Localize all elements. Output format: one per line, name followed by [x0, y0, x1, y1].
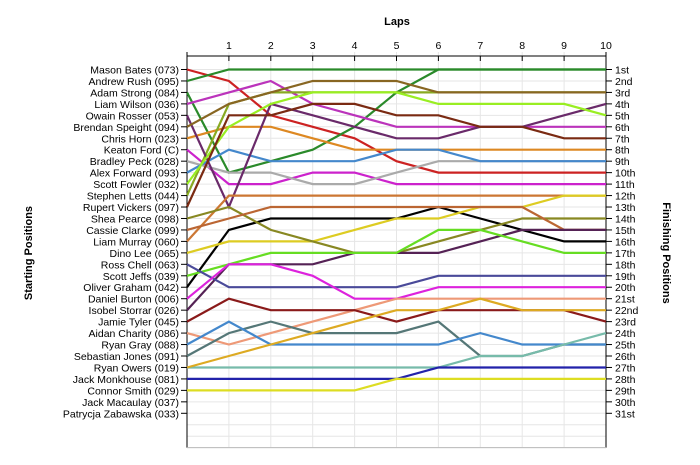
- grid-lines: [187, 52, 607, 449]
- right-axis-title: Finishing Positions: [660, 202, 672, 303]
- finishing-label: 17th: [615, 248, 636, 260]
- starting-label: Dino Lee (065): [110, 248, 179, 260]
- finishing-label: 26th: [615, 351, 636, 363]
- finishing-label: 1st: [615, 65, 629, 77]
- finishing-label: 11th: [615, 179, 635, 191]
- starting-label: Jack Macaulay (037): [82, 397, 179, 409]
- finishing-label: 23rd: [615, 317, 636, 329]
- finishing-label: 5th: [615, 110, 630, 122]
- starting-label: Scott Fowler (032): [93, 179, 179, 191]
- starting-label: Ryan Owers (019): [94, 362, 179, 374]
- series-line-16: [186, 194, 606, 254]
- finishing-label: 18th: [615, 259, 636, 271]
- series-line-14: [186, 194, 606, 243]
- x-tick-label: 10: [600, 40, 612, 52]
- finishing-label: 12th: [615, 191, 636, 203]
- finishing-label: 2nd: [615, 76, 633, 88]
- series-line-20: [186, 228, 606, 277]
- starting-label: Rupert Vickers (097): [83, 202, 179, 214]
- starting-label: Cassie Clarke (099): [86, 225, 179, 237]
- starting-label: Connor Smith (029): [87, 385, 179, 397]
- finishing-label: 30th: [615, 397, 636, 409]
- starting-label: Ryan Gray (088): [101, 340, 179, 352]
- starting-label: Daniel Burton (006): [88, 294, 179, 306]
- series-line-26: [186, 320, 606, 346]
- series-line-1: [186, 68, 606, 174]
- finishing-labels: 1st2nd3rd4th5th6th7th8th9th10th11th12th1…: [606, 65, 639, 420]
- starting-label: Liam Murray (060): [93, 236, 179, 248]
- starting-label: Jamie Tyler (045): [98, 317, 179, 329]
- series-line-30: [186, 297, 606, 369]
- starting-label: Liam Wilson (036): [94, 99, 179, 111]
- starting-labels: Mason Bates (073)Andrew Rush (095)Adam S…: [63, 65, 187, 420]
- series-line-13: [186, 79, 606, 128]
- starting-label: Bradley Peck (028): [90, 156, 179, 168]
- x-tick-label: 3: [310, 40, 316, 52]
- finishing-label: 10th: [615, 168, 636, 180]
- series-line-27: [187, 332, 607, 369]
- finishing-label: 20th: [615, 282, 636, 294]
- finishing-label: 8th: [615, 145, 630, 157]
- finishing-label: 13th: [615, 202, 636, 214]
- starting-label: Sebastian Jones (091): [74, 351, 179, 363]
- starting-label: Brendan Speight (094): [73, 122, 179, 134]
- series-line-3: [186, 68, 606, 83]
- finishing-label: 29th: [615, 385, 636, 397]
- left-axis-title: Starting Positions: [23, 206, 35, 300]
- starting-label: Alex Forward (093): [90, 168, 179, 180]
- finishing-label: 24th: [615, 328, 636, 340]
- finishing-label: 28th: [615, 374, 636, 386]
- starting-label: Adam Strong (084): [90, 87, 179, 99]
- x-tick-labels: 1 2 3 4 5 6 7 8 9 10: [226, 40, 612, 61]
- finishing-label: 14th: [615, 213, 636, 225]
- chart-title: Laps: [384, 16, 410, 28]
- series-lines: [185, 68, 607, 392]
- starting-label: Owain Rosser (053): [86, 110, 179, 122]
- series-line-9: [186, 148, 606, 174]
- x-tick-label: 8: [519, 40, 525, 52]
- finishing-label: 15th: [615, 225, 636, 237]
- x-tick-label: 6: [435, 40, 441, 52]
- starting-label: Jack Monkhouse (081): [73, 374, 179, 386]
- x-tick-label: 2: [268, 40, 274, 52]
- finishing-label: 22nd: [615, 305, 639, 317]
- series-line-4: [186, 79, 606, 128]
- finishing-label: 6th: [615, 122, 630, 134]
- starting-label: Oliver Graham (042): [83, 282, 179, 294]
- starting-label: Chris Horn (023): [101, 133, 179, 145]
- x-tick-label: 4: [352, 40, 358, 52]
- x-tick-label: 7: [477, 40, 483, 52]
- finishing-label: 25th: [615, 340, 636, 352]
- series-line-21: [186, 263, 606, 289]
- starting-label: Stephen Letts (044): [87, 191, 179, 203]
- finishing-label: 3rd: [615, 87, 630, 99]
- finishing-label: 19th: [615, 271, 636, 283]
- starting-label: Ross Chell (063): [101, 259, 179, 271]
- x-tick-label: 5: [394, 40, 400, 52]
- x-tick-label: 1: [226, 40, 232, 52]
- finishing-label: 9th: [615, 156, 630, 168]
- starting-label: Shea Pearce (098): [91, 213, 179, 225]
- series-line-18: [186, 205, 606, 231]
- x-tick-label: 9: [561, 40, 567, 52]
- starting-label: Isobel Storrar (026): [89, 305, 179, 317]
- series-line-11: [186, 91, 607, 185]
- series-line-12: [185, 102, 606, 208]
- finishing-label: 4th: [615, 99, 630, 111]
- series-line-10: [185, 102, 607, 210]
- finishing-label: 31st: [615, 408, 635, 420]
- series-line-5: [186, 148, 606, 186]
- series-line-29: [187, 377, 606, 392]
- starting-label: Keaton Ford (C): [104, 145, 179, 157]
- finishing-label: 16th: [615, 236, 636, 248]
- starting-label: Andrew Rush (095): [89, 76, 179, 88]
- starting-label: Mason Bates (073): [90, 65, 179, 77]
- starting-label: Aidan Charity (086): [89, 328, 179, 340]
- finishing-label: 7th: [615, 133, 630, 145]
- finishing-label: 21st: [615, 294, 635, 306]
- starting-label: Scott Jeffs (039): [103, 271, 179, 283]
- finishing-label: 27th: [615, 362, 636, 374]
- starting-label: Patrycja Zabawska (033): [63, 408, 179, 420]
